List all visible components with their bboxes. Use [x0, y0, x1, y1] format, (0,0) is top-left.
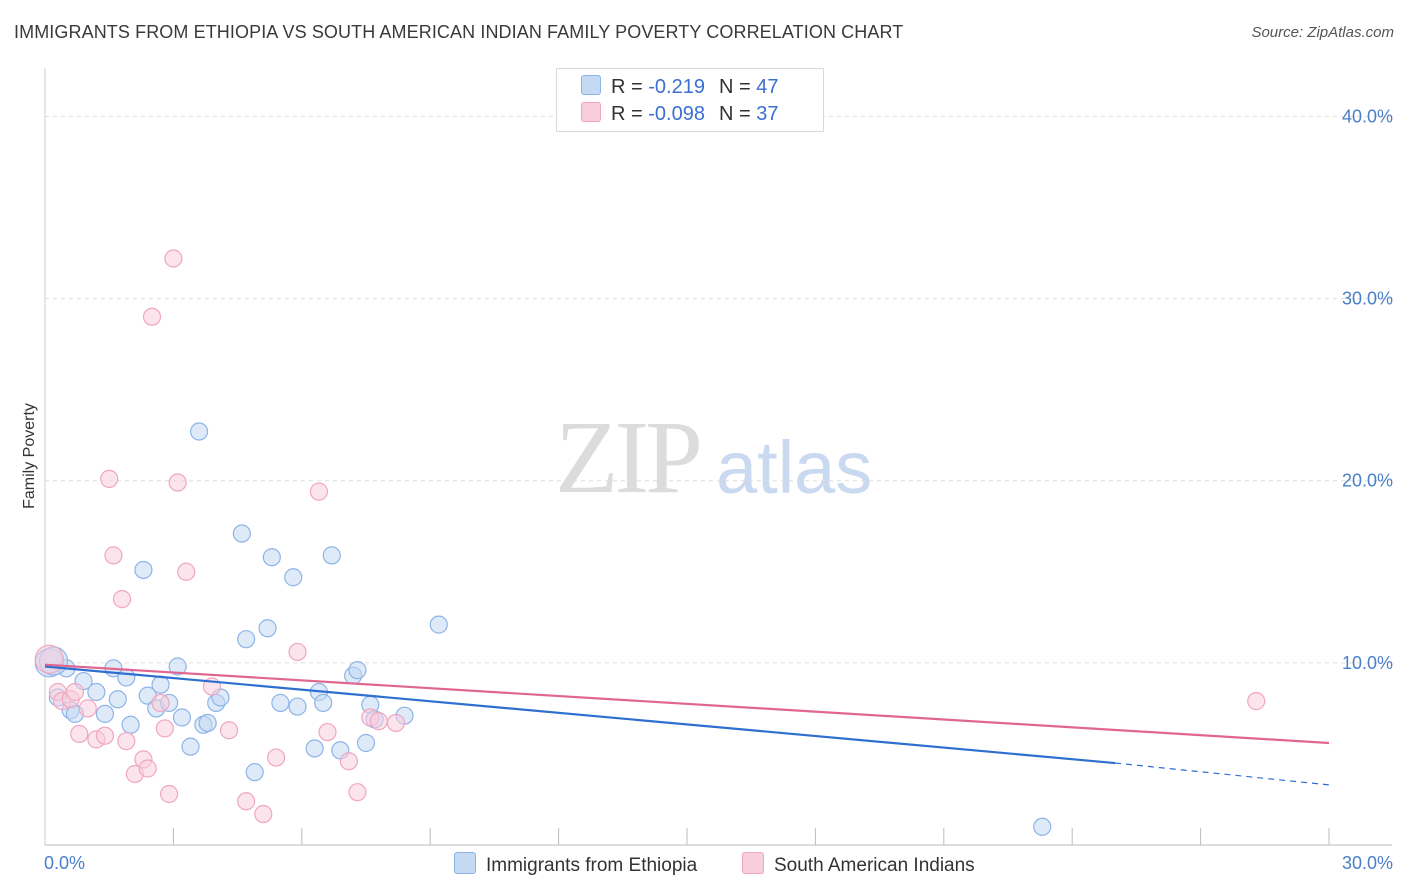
point-0-10 — [117, 668, 136, 687]
legend-r-label: R = — [611, 76, 643, 98]
legend-n-value-south-american-indians: 37 — [756, 103, 779, 125]
legend-r-value-ethiopia: -0.219 — [648, 76, 705, 98]
bottom-legend-ethiopia: Immigrants from Ethiopia — [454, 852, 697, 877]
point-0-18 — [172, 708, 192, 727]
y-axis-label: Family Poverty — [21, 403, 38, 509]
point-0-36 — [322, 546, 341, 565]
point-1-20 — [164, 249, 183, 268]
legend-n-value-ethiopia: 47 — [756, 76, 779, 98]
bottom-legend-swatch-ethiopia — [454, 852, 476, 874]
point-1-28 — [288, 642, 307, 662]
bottom-legend-label-ethiopia: Immigrants from Ethiopia — [486, 855, 698, 876]
series-south-american-indians — [34, 249, 1266, 824]
point-1-35 — [386, 713, 406, 733]
point-0-7 — [95, 704, 115, 723]
point-1-17 — [151, 693, 170, 713]
point-1-21 — [168, 473, 187, 492]
chart-title: IMMIGRANTS FROM ETHIOPIA VS SOUTH AMERIC… — [14, 22, 904, 42]
x-tick-label-end: 30.0% — [1342, 853, 1393, 873]
point-1-22 — [177, 562, 196, 581]
point-0-19 — [181, 737, 200, 756]
point-1-16 — [142, 307, 162, 326]
point-0-17 — [168, 657, 187, 676]
x-tick-label-start: 0.0% — [44, 853, 85, 873]
watermark-zip: ZIP — [555, 400, 703, 515]
point-1-5 — [70, 724, 89, 743]
point-0-44 — [429, 615, 448, 634]
point-0-32 — [288, 697, 307, 716]
point-1-32 — [348, 783, 367, 802]
point-0-28 — [258, 619, 277, 638]
point-1-25 — [237, 792, 256, 811]
point-0-15 — [151, 675, 170, 694]
point-1-31 — [339, 752, 358, 771]
point-0-39 — [348, 661, 367, 680]
point-1-34 — [369, 712, 388, 731]
legend-r-label: R = — [611, 103, 643, 125]
point-0-45 — [1033, 817, 1052, 836]
point-0-9 — [108, 690, 127, 709]
point-1-19 — [160, 784, 179, 804]
trend-line-dashed-0 — [1114, 762, 1330, 786]
point-0-22 — [198, 713, 217, 733]
point-1-18 — [155, 719, 174, 738]
point-0-11 — [121, 715, 140, 734]
point-0-6 — [87, 682, 106, 702]
point-1-10 — [104, 546, 123, 565]
point-0-20 — [189, 422, 209, 441]
point-1-12 — [117, 732, 136, 751]
legend-row-ethiopia: R = -0.219 N = 47 — [581, 75, 778, 99]
legend-swatch-south-american-indians — [581, 102, 601, 122]
point-0-29 — [262, 548, 281, 567]
tick-labels: 10.0% 20.0% 30.0% 40.0% 0.0% 30.0% — [44, 106, 1393, 873]
point-1-0 — [34, 644, 64, 674]
grid-lines — [45, 115, 1392, 664]
source-label: Source: ZipAtlas.com — [1251, 24, 1394, 41]
legend-row-south-american-indians: R = -0.098 N = 37 — [581, 102, 778, 126]
point-1-30 — [318, 722, 337, 742]
point-0-25 — [232, 524, 251, 543]
axes — [44, 68, 1392, 846]
point-1-8 — [95, 726, 115, 745]
point-0-35 — [314, 693, 333, 713]
point-1-24 — [219, 721, 239, 740]
trend-line-1 — [44, 663, 1330, 745]
series-ethiopia — [34, 422, 1052, 836]
y-tick-label-2: 30.0% — [1342, 289, 1393, 309]
point-0-31 — [284, 568, 303, 587]
watermark-atlas: atlas — [716, 426, 873, 509]
point-1-11 — [112, 590, 132, 609]
legend-box: R = -0.219 N = 47 R = -0.098 N = 37 — [556, 68, 824, 132]
legend-swatch-ethiopia — [581, 75, 601, 95]
point-1-6 — [78, 699, 97, 718]
point-1-9 — [100, 469, 119, 488]
y-tick-label-3: 40.0% — [1342, 106, 1393, 126]
trend-line-0 — [44, 665, 1116, 765]
point-1-27 — [267, 748, 286, 767]
trend-lines — [44, 663, 1330, 786]
point-0-40 — [356, 733, 376, 753]
point-1-29 — [309, 482, 329, 501]
bottom-legend-swatch-south-american-indians — [742, 852, 764, 874]
y-tick-label-0: 10.0% — [1342, 653, 1393, 673]
point-1-15 — [138, 759, 157, 778]
legend-n-label: N = — [718, 76, 751, 98]
point-1-4 — [65, 682, 85, 702]
point-0-12 — [134, 560, 153, 580]
legend-n-label: N = — [718, 103, 751, 125]
bottom-legend-south-american-indians: South American Indians — [742, 852, 975, 877]
point-1-36 — [1247, 692, 1266, 711]
point-1-26 — [254, 804, 273, 824]
point-0-33 — [305, 739, 324, 758]
point-0-30 — [271, 693, 290, 713]
y-tick-label-1: 20.0% — [1342, 471, 1393, 491]
point-0-26 — [237, 630, 256, 649]
point-0-27 — [245, 763, 264, 782]
bottom-legend-label-south-american-indians: South American Indians — [774, 855, 975, 876]
legend-r-value-south-american-indians: -0.098 — [648, 103, 705, 125]
